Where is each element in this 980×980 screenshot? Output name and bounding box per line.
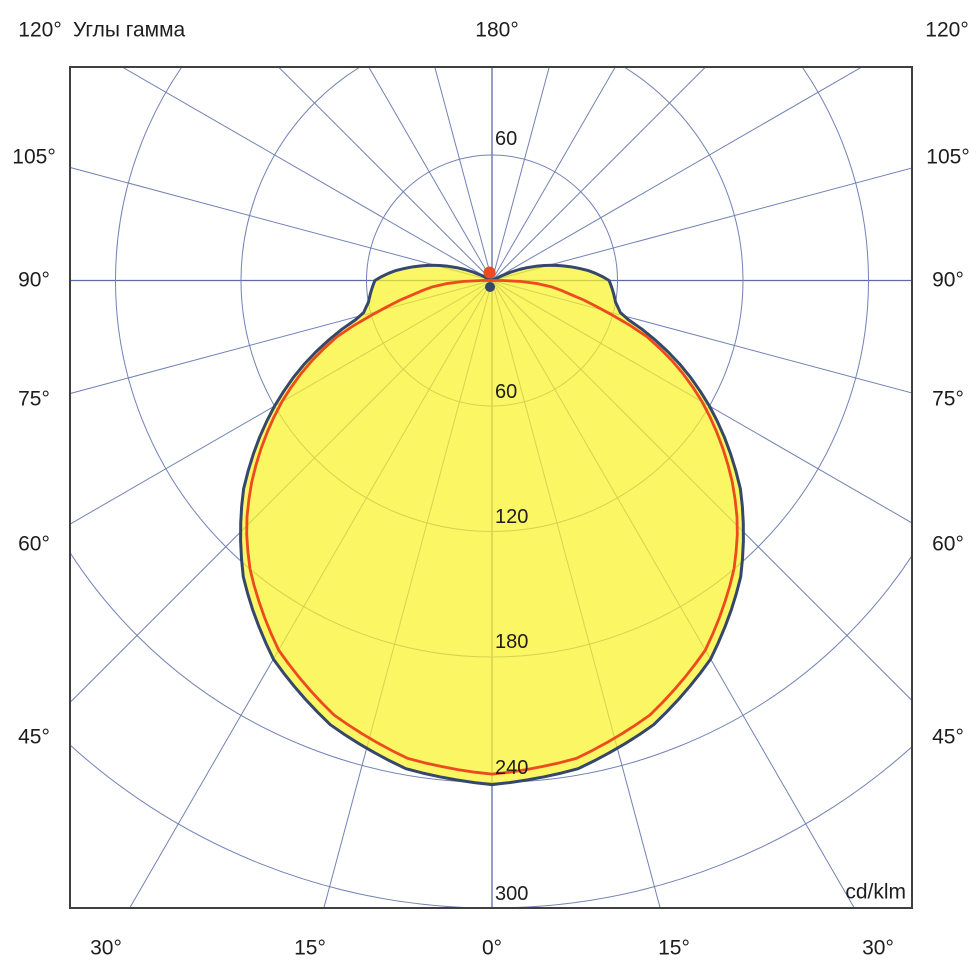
grid-radial-line bbox=[491, 67, 550, 281]
gamma-label-60-right: 60° bbox=[932, 532, 964, 556]
radial-tick-240-down: 240 bbox=[495, 757, 529, 779]
grid-radial-line bbox=[491, 67, 616, 281]
grid-radial-line bbox=[277, 67, 493, 281]
gamma-label-45-right: 45° bbox=[932, 725, 964, 749]
gamma-label-30-bottom-left: 30° bbox=[90, 936, 122, 960]
grid-radial-line bbox=[368, 67, 493, 281]
gamma-label-75-left: 75° bbox=[18, 387, 50, 411]
chart-title: Углы гамма bbox=[73, 18, 186, 42]
intensity-curve-inner bbox=[245, 279, 739, 776]
units-label: cd/klm bbox=[845, 880, 906, 904]
center-knot-red bbox=[483, 266, 496, 279]
gamma-label-90-left: 90° bbox=[18, 268, 50, 292]
grid-radial-line bbox=[491, 67, 707, 281]
gamma-label-15-bottom-left: 15° bbox=[294, 936, 326, 960]
gamma-label-180-top: 180° bbox=[475, 18, 519, 42]
gamma-label-75-right: 75° bbox=[932, 387, 964, 411]
radial-tick-60-up: 60 bbox=[495, 128, 518, 150]
gamma-label-90-right: 90° bbox=[932, 268, 964, 292]
grid-radial-line bbox=[491, 67, 863, 281]
center-knot-blue bbox=[485, 282, 495, 292]
grid-radial-line bbox=[434, 67, 493, 281]
radial-tick-60-down: 60 bbox=[495, 381, 518, 403]
radial-tick-300-down: 300 bbox=[495, 883, 529, 905]
grid-radial-line bbox=[70, 166, 493, 281]
gamma-label-105-left: 105° bbox=[12, 145, 56, 169]
grid-radial-line bbox=[491, 280, 912, 394]
plot-frame bbox=[69, 66, 913, 909]
grid-radial-line bbox=[70, 280, 493, 395]
gamma-label-45-left: 45° bbox=[18, 725, 50, 749]
intensity-curve-outer bbox=[239, 263, 745, 787]
gamma-label-120-top-right: 120° bbox=[925, 18, 969, 42]
grid-radial-line bbox=[121, 67, 493, 281]
gamma-label-60-left: 60° bbox=[18, 532, 50, 556]
gamma-label-105-right: 105° bbox=[926, 145, 970, 169]
gamma-label-15-bottom-right: 15° bbox=[658, 936, 690, 960]
radial-tick-180-down: 180 bbox=[495, 631, 529, 653]
gamma-label-120-top-left: 120° bbox=[18, 18, 62, 42]
grid-radial-line bbox=[491, 167, 912, 281]
gamma-label-30-bottom-right: 30° bbox=[862, 936, 894, 960]
radial-tick-120-down: 120 bbox=[495, 506, 529, 528]
gamma-label-0-bottom: 0° bbox=[481, 936, 503, 960]
